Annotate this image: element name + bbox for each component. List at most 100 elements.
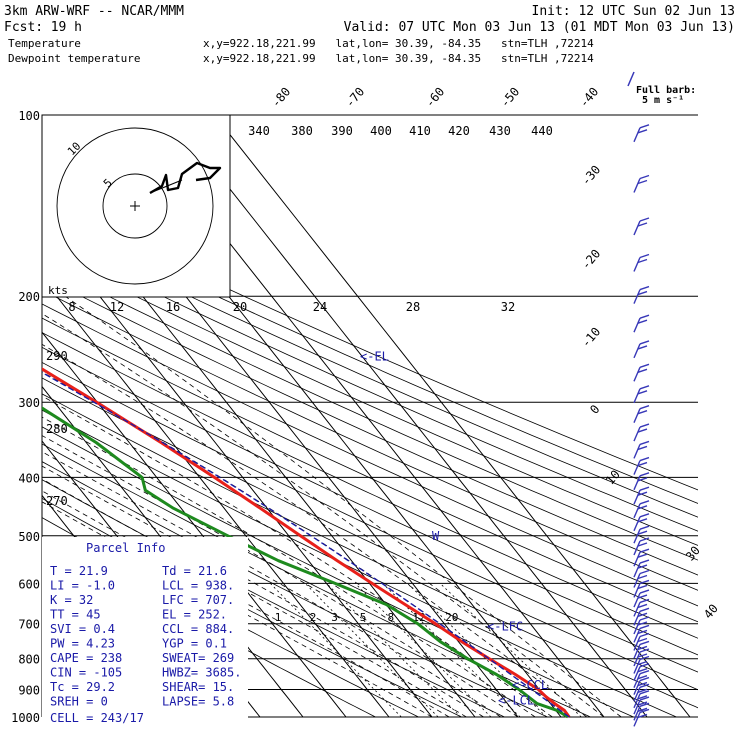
wind-barb <box>633 385 650 404</box>
wind-barb <box>633 253 650 272</box>
theta-label-left: 290 <box>46 349 68 363</box>
wind-barb <box>633 314 650 333</box>
isotherm-label: 0 <box>587 402 602 417</box>
wind-barb <box>633 648 650 667</box>
isotherm-line <box>214 115 691 718</box>
theta-label: 410 <box>409 124 431 138</box>
wind-barb <box>633 569 650 588</box>
mixing-ratio-label: 2 <box>310 611 317 624</box>
isotherm-line <box>85 115 562 718</box>
mixing-ratio-label: 8 <box>388 611 395 624</box>
isotherm-label: -40 <box>577 85 602 111</box>
parcel-path <box>42 371 570 718</box>
mixing-ratio-line <box>354 583 492 718</box>
barb-legend-value: 5 m s⁻¹ <box>642 95 684 106</box>
isotherm-label: -30 <box>579 163 604 189</box>
isotherm-line <box>42 222 433 718</box>
wind-barbs <box>633 124 650 727</box>
parcel-info-title: Parcel Info <box>86 541 165 555</box>
wind-barb <box>633 513 650 532</box>
wind-barb <box>633 696 650 715</box>
dry-adiabat <box>42 237 698 532</box>
theta-label-left: 280 <box>46 422 68 436</box>
pressure-label: 500 <box>18 530 40 544</box>
mixing-ratio-label: 3 <box>331 611 338 624</box>
parcel-info-cell: CELL = 243/17 <box>50 711 144 725</box>
wind-speed-label: 20 <box>233 300 247 314</box>
parcel-info-box: Parcel Info T = 21.9 Td = 21.6 LI = -1.0 LC… <box>42 537 248 727</box>
parcel-info-value: EL = 252. <box>162 608 227 622</box>
barb-legend-title: Full barb: <box>636 85 696 96</box>
dry-adiabat <box>42 212 698 504</box>
theta-label: 420 <box>448 124 470 138</box>
wind-barb <box>633 548 650 567</box>
hodograph-ring <box>102 173 168 239</box>
theta-label: 440 <box>531 124 553 138</box>
pressure-label: 900 <box>18 684 40 698</box>
dewpoint-profile <box>42 406 569 719</box>
dry-adiabat <box>42 276 698 576</box>
forecast-label: Fcst: <box>4 20 43 35</box>
pressure-label: 300 <box>18 396 40 410</box>
init-time: Init: 12 UTC Sun 02 Jun 13 <box>532 4 736 19</box>
temperature-location: x,y=922.18,221.99 lat,lon= 30.39, -84.35… <box>203 37 594 50</box>
parcel-info-value: LAPSE= 5.8 <box>162 695 234 709</box>
dry-adiabat <box>42 262 698 561</box>
isotherm-label: -80 <box>269 85 294 111</box>
wind-barb <box>633 285 650 304</box>
isotherm-label: -60 <box>423 85 448 111</box>
isotherm-label: 30 <box>683 543 703 563</box>
dry-adiabat <box>42 249 698 546</box>
mixing-ratio-label: 1 <box>275 611 282 624</box>
forecast-hours: 19 h <box>51 20 82 35</box>
isotherm-label: 40 <box>701 601 721 621</box>
theta-label: 390 <box>331 124 353 138</box>
valid-time: Valid: 07 UTC Mon 03 Jun 13 (01 MDT Mon … <box>344 20 735 35</box>
theta-label-left: 270 <box>46 494 68 508</box>
parcel-info-value: HWBZ= 3685. <box>162 666 241 680</box>
parcel-info-value: YGP = 0.1 <box>162 637 227 651</box>
storm-motion-vector <box>149 179 183 194</box>
mixing-ratio-line <box>407 583 547 718</box>
wind-barb <box>633 616 650 635</box>
dry-adiabat <box>42 346 698 656</box>
mixing-ratio-line <box>304 583 439 718</box>
wind-barb <box>633 440 650 459</box>
wind-barb <box>633 579 650 598</box>
pressure-label: 400 <box>18 471 40 485</box>
wind-barb <box>633 676 650 695</box>
isotherm-line <box>42 168 476 718</box>
parcel-info-value: LCL = 938. <box>162 579 234 593</box>
isotherm-label: 10 <box>603 467 623 487</box>
wind-barb <box>633 405 650 423</box>
theta-label: 380 <box>291 124 313 138</box>
pressure-label: 1000 <box>11 711 40 725</box>
theta-label: 340 <box>248 124 270 138</box>
hodograph-units: kts <box>48 284 68 297</box>
wind-barb <box>633 559 650 578</box>
parcel-info-value: SHEAR= 15. <box>162 680 234 694</box>
wind-speed-label: 12 <box>110 300 124 314</box>
marker-wet-bulb-zero: W <box>432 529 440 543</box>
wind-barb <box>633 472 650 491</box>
dry-adiabat <box>42 332 698 639</box>
parcel-info-value: TT = 45 <box>50 608 101 622</box>
wind-speed-label: 24 <box>313 300 327 314</box>
wind-speed-label: 28 <box>406 300 420 314</box>
parcel-info-value: Td = 21.6 <box>162 564 227 578</box>
parcel-info-value: LFC = 707. <box>162 593 234 607</box>
isotherm-label: -20 <box>579 247 604 273</box>
wind-barb <box>633 500 650 519</box>
theta-label: 430 <box>489 124 511 138</box>
wind-barb <box>633 363 650 382</box>
wind-barb <box>633 708 650 727</box>
isotherm-label: -50 <box>498 85 523 111</box>
parcel-info-value: CAPE = 238 <box>50 651 122 665</box>
marker-lcl: <-LCL <box>498 693 534 707</box>
theta-label: 400 <box>370 124 392 138</box>
wind-barb <box>633 598 650 617</box>
hodograph-ring <box>56 127 214 285</box>
wind-speed-label: 32 <box>501 300 515 314</box>
wind-barb <box>633 607 650 626</box>
